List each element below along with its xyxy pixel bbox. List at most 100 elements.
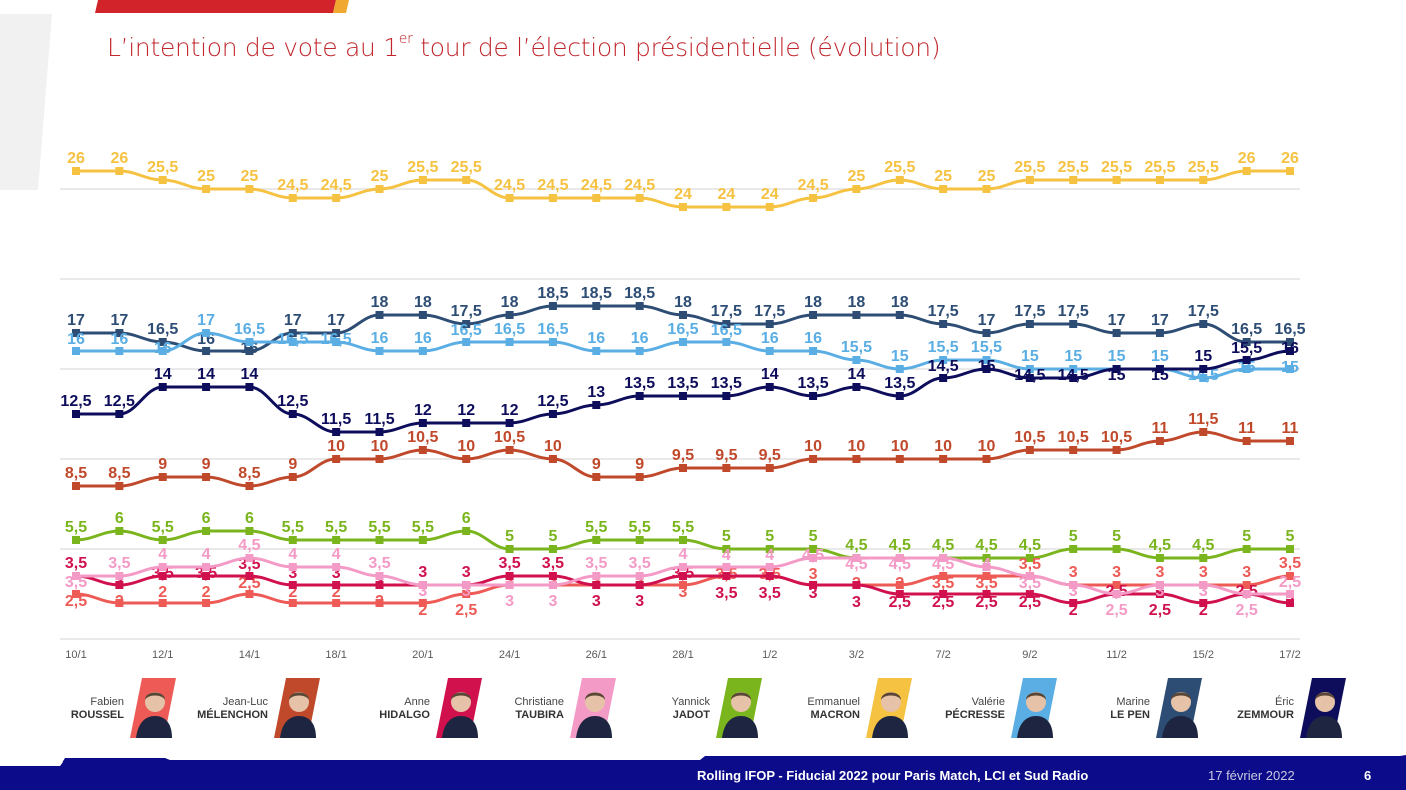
data-label: 10,5 [407, 429, 438, 446]
data-point [332, 581, 341, 589]
data-point [1025, 176, 1034, 184]
data-label: 3,5 [715, 585, 737, 602]
data-point [635, 392, 644, 400]
data-label: 3,5 [759, 585, 781, 602]
data-point [505, 338, 514, 346]
data-label: 18 [848, 294, 866, 311]
x-tick-label: 12/1 [152, 649, 173, 661]
legend-item: Yannick JADOT [562, 675, 762, 741]
data-label: 3,5 [65, 574, 87, 591]
data-label: 15 [1021, 348, 1039, 365]
series-marine-le-pen: 17 17 16,5 16 16 17 17 18 18 17,5 18 18,5 18,5 18,5 18… [67, 285, 1306, 357]
candidate-name: Christiane TAUBIRA [514, 696, 564, 722]
data-label: 16,5 [147, 321, 178, 338]
data-label: 4,5 [932, 537, 954, 554]
data-label: 16 [631, 330, 649, 347]
data-label: 18 [371, 294, 389, 311]
candidate-first-name: Éric [1275, 696, 1294, 708]
data-label: 10 [371, 438, 389, 455]
data-point [722, 563, 731, 571]
data-point [1242, 581, 1251, 589]
data-point [288, 599, 297, 607]
data-label: 3,5 [975, 575, 997, 592]
data-point [765, 383, 774, 391]
data-label: 3,5 [629, 555, 651, 572]
data-label: 25 [371, 168, 389, 185]
data-label: 2 [418, 602, 427, 619]
data-point [158, 176, 167, 184]
data-label: 3 [505, 593, 514, 610]
page-title: L’intention de vote au 1er tour de l’éle… [107, 31, 941, 62]
data-label: 16,5 [1274, 321, 1305, 338]
data-label: 3 [1199, 583, 1208, 600]
data-label: 10 [934, 438, 952, 455]
data-point [722, 572, 731, 580]
data-point [939, 356, 948, 364]
data-point [1286, 572, 1294, 580]
data-point [895, 590, 904, 598]
data-point [245, 590, 254, 598]
data-point [809, 311, 818, 319]
candidate-portrait-icon [570, 678, 616, 738]
data-point [1199, 581, 1208, 589]
data-point [1069, 446, 1078, 454]
x-tick-label: 11/2 [1106, 649, 1127, 661]
data-point [1286, 545, 1294, 553]
data-label: 10 [544, 438, 562, 455]
data-label: 3 [1069, 564, 1078, 581]
data-label: 24 [761, 186, 779, 203]
data-point [1155, 437, 1164, 445]
data-point [1069, 176, 1078, 184]
data-label: 9,5 [672, 447, 694, 464]
data-label: 3 [635, 593, 644, 610]
data-label: 3 [288, 565, 297, 582]
data-point [592, 194, 601, 202]
x-tick-label: 1/2 [762, 649, 777, 661]
data-point [462, 338, 471, 346]
data-label: 25 [934, 168, 952, 185]
data-label: 10 [848, 438, 866, 455]
data-point [202, 572, 211, 580]
data-label: 3,5 [195, 565, 217, 582]
data-label: 12,5 [277, 393, 308, 410]
legend-item: Emmanuel MACRON [712, 675, 912, 741]
data-point [592, 401, 601, 409]
data-point [418, 581, 427, 589]
data-label: 5,5 [282, 519, 304, 536]
data-label: 4 [765, 547, 774, 564]
data-point [115, 581, 124, 589]
data-point [809, 194, 818, 202]
data-point [72, 536, 80, 544]
data-point [375, 311, 384, 319]
data-point [1112, 545, 1121, 553]
legend-item: Fabien ROUSSEL [0, 675, 176, 741]
data-label: 26 [1238, 150, 1256, 167]
data-label: 3 [332, 565, 341, 582]
data-point [679, 311, 687, 319]
data-label: 9 [635, 456, 644, 473]
data-point [505, 194, 514, 202]
data-point [809, 545, 818, 553]
data-point [115, 347, 124, 355]
data-label: 2,5 [238, 575, 260, 592]
data-label: 9,5 [759, 447, 781, 464]
data-label: 14 [848, 366, 866, 383]
data-label: 11 [1282, 420, 1299, 437]
data-label: 25 [978, 168, 996, 185]
data-point [375, 599, 384, 607]
data-label: 25,5 [451, 159, 482, 176]
data-label: 9 [592, 456, 601, 473]
data-point [1199, 176, 1208, 184]
data-label: 6 [245, 510, 254, 527]
data-label: 25,5 [1058, 159, 1089, 176]
data-point [982, 329, 991, 337]
data-point [288, 194, 297, 202]
data-point [679, 581, 687, 589]
data-point [548, 338, 557, 346]
data-point [158, 347, 167, 355]
candidate-first-name: Marine [1116, 696, 1150, 708]
data-point [1199, 599, 1208, 607]
data-point [1069, 545, 1078, 553]
data-label: 2 [202, 584, 211, 601]
